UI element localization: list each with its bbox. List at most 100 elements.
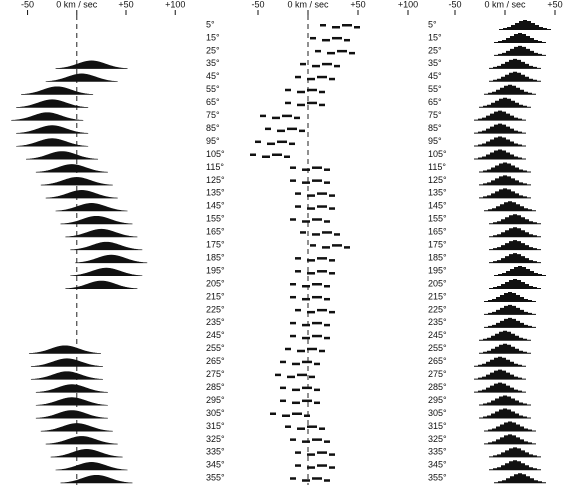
dash	[312, 477, 322, 480]
angle-label: 185°	[428, 252, 447, 262]
histogram	[479, 395, 531, 406]
dash	[329, 310, 335, 314]
distribution	[30, 371, 103, 380]
angle-label: 175°	[206, 240, 225, 250]
velocity-dashes	[300, 231, 340, 236]
distribution	[55, 60, 128, 69]
dash	[275, 373, 281, 377]
dash	[312, 334, 322, 338]
velocity-dashes	[290, 166, 330, 171]
dash	[329, 259, 335, 262]
dash	[302, 440, 310, 443]
dash	[302, 336, 310, 340]
angle-label: 325°	[206, 434, 225, 444]
angle-label: 315°	[206, 421, 225, 431]
dash	[295, 451, 301, 454]
dash	[277, 140, 287, 144]
dash	[319, 427, 325, 430]
distribution	[35, 164, 108, 173]
angle-label: 305°	[206, 408, 225, 418]
histogram	[474, 136, 526, 147]
distribution	[45, 73, 118, 82]
dash	[307, 272, 315, 275]
dash	[295, 464, 301, 467]
angle-label: 265°	[206, 356, 225, 366]
dash	[292, 401, 300, 405]
dash	[307, 88, 317, 92]
dash	[324, 220, 330, 223]
dash	[272, 153, 282, 156]
histogram	[474, 356, 526, 367]
velocity-dashes	[290, 477, 330, 482]
velocity-dashes	[300, 62, 340, 68]
dash	[290, 334, 296, 338]
dash	[324, 479, 330, 482]
histogram	[479, 408, 531, 419]
x-tick-label: -50	[251, 0, 264, 9]
angle-label: 285°	[206, 382, 225, 392]
velocity-dashes	[290, 295, 330, 301]
x-tick-label: -50	[21, 0, 34, 9]
angle-label: 325°	[428, 434, 447, 444]
angle-label: 235°	[428, 317, 447, 327]
angle-label: 125°	[206, 175, 225, 185]
angle-label: 355°	[428, 473, 447, 483]
dash	[317, 192, 327, 195]
dash	[329, 272, 335, 275]
histogram	[489, 460, 541, 471]
dash	[314, 401, 320, 405]
dash	[344, 38, 350, 42]
dash	[312, 295, 322, 299]
dash	[322, 231, 332, 234]
distribution	[55, 202, 128, 212]
dash	[324, 440, 330, 443]
angle-label: 335°	[428, 447, 447, 457]
histogram	[494, 266, 546, 277]
dash	[314, 388, 320, 392]
angle-label: 65°	[206, 97, 220, 107]
velocity-dashes	[290, 283, 330, 288]
dash	[319, 90, 325, 94]
dash	[312, 233, 320, 236]
histogram	[489, 447, 541, 458]
dash	[302, 323, 310, 327]
distribution	[35, 397, 108, 406]
distribution	[28, 345, 101, 354]
dash	[292, 388, 300, 392]
dash	[272, 116, 280, 120]
angle-label: 55°	[428, 84, 442, 94]
angle-label: 335°	[206, 447, 225, 457]
dash	[319, 349, 325, 353]
angle-label: 95°	[206, 136, 220, 146]
angle-label: 205°	[206, 278, 225, 288]
histogram	[484, 434, 536, 445]
angle-label: 145°	[428, 201, 447, 211]
dash	[329, 194, 335, 197]
dash	[287, 127, 297, 131]
x-tick-label: +100	[398, 0, 418, 9]
dash	[297, 349, 305, 353]
angle-label: 5°	[428, 19, 437, 29]
dash	[324, 181, 330, 184]
histogram	[489, 58, 541, 69]
distribution	[35, 384, 108, 393]
dash	[260, 114, 266, 118]
dash	[289, 142, 295, 146]
dash	[285, 101, 291, 105]
angle-label: 75°	[428, 110, 442, 120]
angle-label: 35°	[428, 58, 442, 68]
angle-label: 155°	[428, 214, 447, 224]
x-tick-label: 0 km / sec	[56, 0, 98, 9]
angle-label: 165°	[206, 227, 225, 237]
angle-label: 215°	[428, 291, 447, 301]
distribution	[35, 410, 108, 419]
velocity-dashes	[270, 412, 310, 417]
distribution	[16, 99, 89, 108]
angle-label: 345°	[206, 460, 225, 470]
dash	[317, 464, 327, 467]
dash	[317, 451, 327, 454]
dash	[329, 453, 335, 456]
velocity-dashes	[295, 270, 335, 275]
histogram	[489, 253, 541, 264]
histogram	[494, 45, 546, 56]
